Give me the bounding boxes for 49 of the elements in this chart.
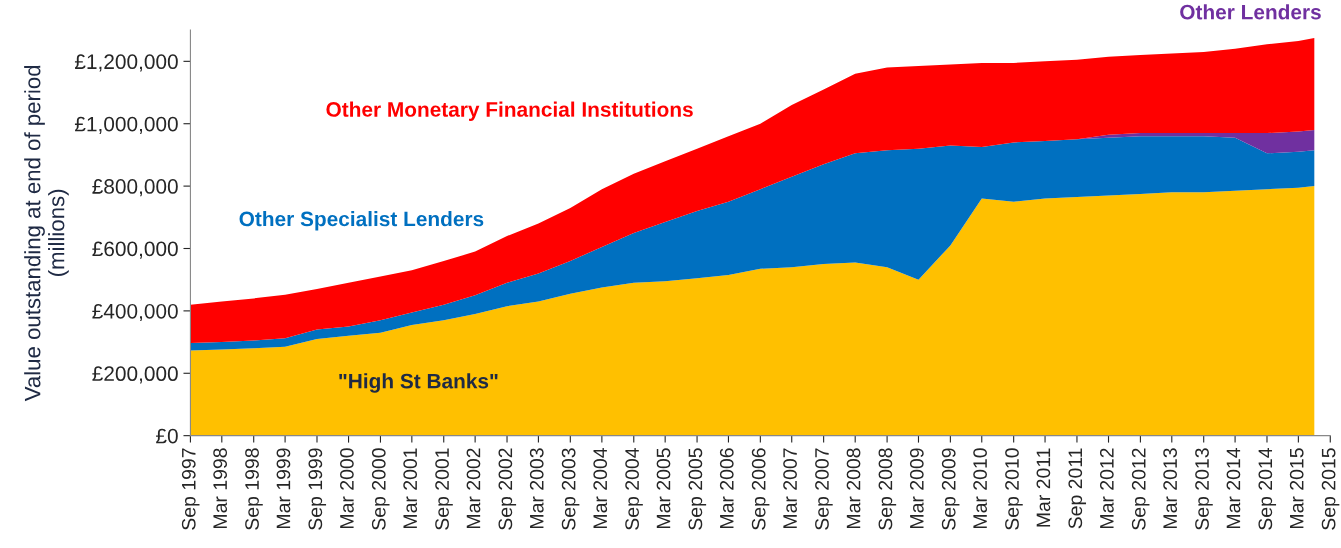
x-tick-label: Sep 2005 [688, 448, 707, 530]
y-tick-label: £800,000 [92, 179, 178, 197]
x-tick-label: Mar 2014 [1226, 448, 1241, 529]
x-tick-label: Sep 2003 [561, 448, 580, 530]
y-tick-label: £600,000 [92, 241, 178, 259]
x-tick-label: Mar 2010 [973, 448, 987, 529]
y-tick-label: £400,000 [92, 303, 178, 322]
x-tick-label: Mar 2012 [1099, 448, 1114, 529]
x-tick-label: Sep 2007 [815, 448, 833, 530]
x-tick-label: Sep 2004 [625, 448, 643, 530]
y-tick-label: £0 [156, 428, 178, 444]
y-tick-label: £200,000 [92, 366, 178, 384]
x-tick-label: Sep 2001 [435, 448, 453, 530]
x-tick-label: Sep 2000 [371, 448, 390, 530]
x-tick-label: Sep 2002 [498, 448, 517, 530]
series-label: Other Monetary Financial Institutions [326, 101, 693, 121]
x-tick-label: Mar 2002 [466, 448, 481, 529]
x-tick-label: Sep 2012 [1131, 448, 1150, 530]
x-tick-label: Sep 1998 [245, 448, 263, 530]
x-tick-label: Mar 2011 [1036, 448, 1051, 527]
y-tick-label: £1,200,000 [74, 54, 178, 72]
x-tick-label: Mar 2004 [593, 448, 608, 529]
x-tick-label: Mar 1999 [276, 448, 291, 529]
x-tick-label: Sep 2009 [941, 448, 960, 530]
series-label: "High St Banks" [339, 373, 498, 393]
text: Other Lenders [1180, 4, 1321, 20]
x-tick-label: Mar 2003 [529, 448, 544, 529]
x-tick-label: Mar 2015 [1289, 448, 1304, 529]
x-tick-label: Sep 1997 [181, 448, 200, 530]
x-tick-label: Mar 2001 [403, 448, 418, 529]
x-tick-label: Sep 2015 [1321, 448, 1340, 530]
x-tick-label: Mar 2009 [909, 448, 924, 529]
x-tick-label: Mar 2005 [656, 448, 671, 529]
x-tick-label: Mar 2006 [719, 448, 734, 529]
x-tick-label: Mar 2000 [340, 448, 354, 529]
x-tick-label: Mar 2008 [846, 448, 861, 529]
x-tick-label: Sep 1999 [308, 448, 327, 530]
x-tick-label: Sep 2013 [1195, 448, 1213, 530]
x-tick-label: Sep 2014 [1258, 448, 1277, 530]
y-tick-label: £1,000,000 [74, 116, 178, 134]
x-tick-label: Sep 2008 [878, 448, 897, 530]
x-tick-label: Mar 1998 [213, 448, 228, 529]
x-tick-label: Sep 2011 [1068, 448, 1087, 529]
x-tick-label: Sep 2010 [1005, 448, 1023, 530]
x-tick-label: Sep 2006 [751, 448, 770, 530]
text: Other Specialist Lenders [239, 211, 484, 231]
y-axis-title: Value outstanding at end of period (millions) [24, 65, 69, 402]
x-tick-label: Mar 2013 [1163, 448, 1178, 529]
x-tick-label: Mar 2007 [783, 448, 797, 529]
